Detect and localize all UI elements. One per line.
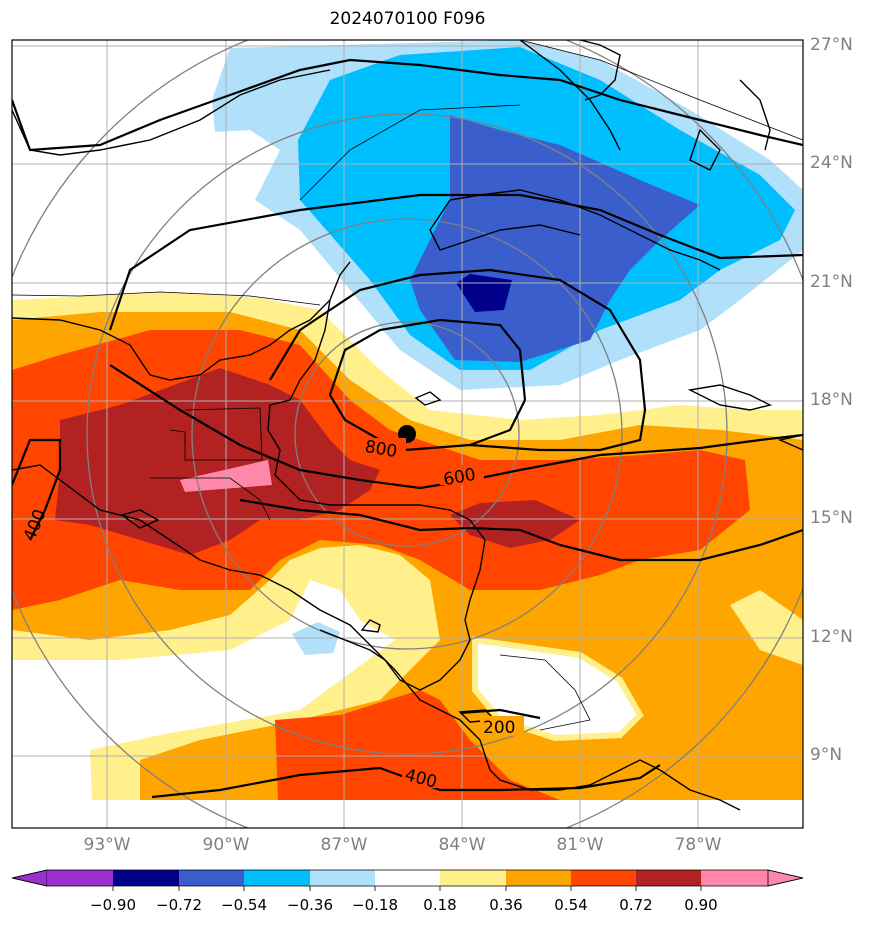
lat-label-9n: 9°N [810, 745, 843, 765]
negative-field [212, 40, 803, 655]
map-frame [11, 39, 804, 829]
colorbar-tick-label: −0.18 [352, 896, 398, 914]
coastlines [12, 40, 803, 811]
distance-rings [12, 40, 803, 828]
colorbar-tick-label: 0.54 [554, 896, 588, 914]
colorbar-tick-label: −0.36 [287, 896, 333, 914]
lon-label-84w: 84°W [438, 835, 486, 855]
lon-label-87w: 87°W [320, 835, 368, 855]
map-title: 2024070100 F096 [329, 9, 486, 29]
colorbar-tick-label: −0.90 [90, 896, 136, 914]
colorbar-tick-label: 0.36 [489, 896, 523, 914]
lat-lon-grid [12, 40, 803, 828]
lon-label-81w: 81°W [556, 835, 604, 855]
lon-label-93w: 93°W [83, 835, 131, 855]
colorbar [11, 869, 804, 891]
lat-label-12n: 12°N [810, 627, 853, 647]
borders [12, 40, 803, 731]
colorbar-tick-label: −0.72 [156, 896, 202, 914]
colorbar-tick-label: 0.90 [684, 896, 718, 914]
lon-label-90w: 90°W [202, 835, 250, 855]
colorbar-tick-label: 0.18 [423, 896, 457, 914]
lon-label-78w: 78°W [674, 835, 722, 855]
lat-label-24n: 24°N [810, 153, 853, 173]
lat-label-27n: 27°N [810, 35, 853, 55]
lat-label-18n: 18°N [810, 390, 853, 410]
lat-label-15n: 15°N [810, 508, 853, 528]
lat-label-21n: 21°N [810, 272, 853, 292]
colorbar-tick-label: 0.72 [619, 896, 653, 914]
contour-label-200: 200 [483, 718, 515, 738]
colorbar-tick-label: −0.54 [221, 896, 267, 914]
map-area: 800 600 400 200 400 [12, 40, 803, 828]
